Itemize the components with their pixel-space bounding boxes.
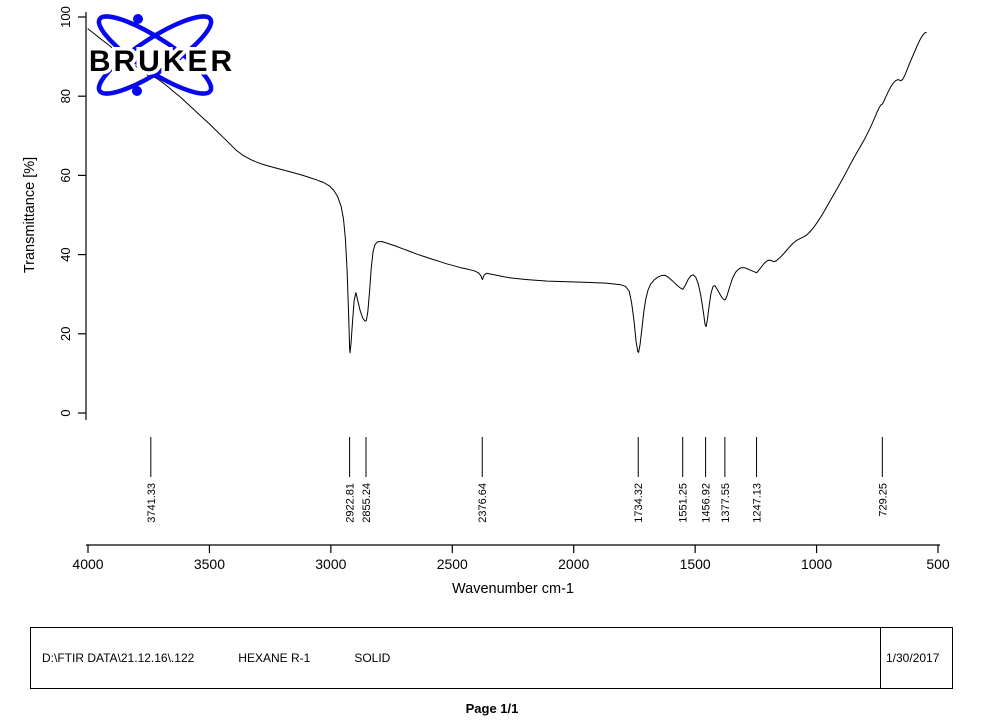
x-tick-label: 3000 xyxy=(315,556,346,572)
y-tick-label: 80 xyxy=(58,89,73,103)
footer-info-box: D:\FTIR DATA\21.12.16\.122 HEXANE R-1 SO… xyxy=(30,627,953,689)
x-tick-label: 1500 xyxy=(680,556,711,572)
x-tick-label: 4000 xyxy=(72,556,103,572)
peak-wavenumber-label: 1456.92 xyxy=(701,483,713,523)
logo-electron-dot-icon xyxy=(133,14,143,24)
x-tick-label: 2000 xyxy=(558,556,589,572)
peak-wavenumber-label: 1247.13 xyxy=(752,483,764,523)
peak-wavenumber-label: 2855.24 xyxy=(361,483,373,523)
y-tick-label: 20 xyxy=(58,327,73,341)
peak-wavenumber-label: 729.25 xyxy=(877,483,889,517)
bruker-logo-text: BRUKER xyxy=(89,45,235,78)
y-tick-label: 40 xyxy=(58,247,73,261)
y-tick-label: 60 xyxy=(58,168,73,182)
report-date: 1/30/2017 xyxy=(880,628,952,688)
peak-wavenumber-label: 1551.25 xyxy=(678,483,690,523)
sample-info: D:\FTIR DATA\21.12.16\.122 HEXANE R-1 SO… xyxy=(31,628,880,688)
transmittance-trace xyxy=(87,28,927,354)
y-tick-label: 0 xyxy=(58,409,73,416)
peak-annotations: 3741.33 2922.81 2855.24 2376.64 1734.32 1551.… xyxy=(146,437,889,523)
peak-wavenumber-label: 3741.33 xyxy=(146,483,158,523)
ftir-report: 0 20 40 60 80 100 4000 3500 3000 2500 2000 1500 1000… xyxy=(22,6,950,597)
x-axis-title: Wavenumber cm-1 xyxy=(452,581,574,597)
peak-wavenumber-label: 1377.55 xyxy=(720,483,732,523)
logo-orbit-icon xyxy=(96,14,214,96)
x-tick-label: 500 xyxy=(926,556,950,572)
logo-orbit-icon xyxy=(96,14,214,96)
logo-electron-dot-icon xyxy=(132,86,142,96)
peak-wavenumber-label: 2922.81 xyxy=(345,483,357,523)
spectrum-curve xyxy=(87,28,927,354)
sample-name: HEXANE R-1 xyxy=(238,651,311,665)
bruker-logo: BRUKER xyxy=(85,14,236,96)
x-tick-label: 3500 xyxy=(194,556,225,572)
file-path: D:\FTIR DATA\21.12.16\.122 xyxy=(42,651,195,665)
y-axis-title: Transmittance [%] xyxy=(22,157,38,273)
x-tick-label: 2500 xyxy=(437,556,468,572)
peak-wavenumber-label: 1734.32 xyxy=(633,483,645,523)
sample-form: SOLID xyxy=(354,651,391,665)
y-tick-label: 100 xyxy=(58,6,73,28)
axes: 0 20 40 60 80 100 4000 3500 3000 2500 2000 1500 1000… xyxy=(58,6,950,572)
ftir-spectrum-chart: 0 20 40 60 80 100 4000 3500 3000 2500 2000 1500 1000… xyxy=(22,6,950,597)
peak-wavenumber-label: 2376.64 xyxy=(477,483,489,523)
x-tick-label: 1000 xyxy=(801,556,832,572)
page-number: Page 1/1 xyxy=(465,701,519,716)
